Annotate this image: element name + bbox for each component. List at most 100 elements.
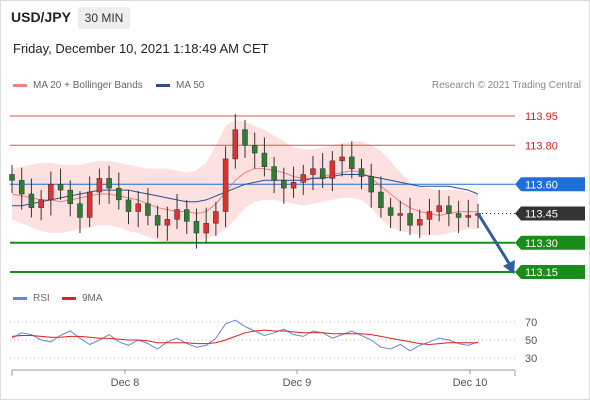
level-label-113.80: 113.80 [525,140,558,152]
candle-body [368,176,374,193]
level-label-113.15: 113.15 [525,267,558,279]
candle [125,190,132,225]
candle [18,167,25,210]
candle-body [271,166,277,181]
candle [261,137,268,177]
candle [368,163,374,208]
legend-rsi-label: RSI [33,293,50,304]
candle-body [465,215,472,218]
candle [378,176,384,218]
candle-body [358,168,365,177]
candle-body [242,129,248,146]
candle [349,141,355,179]
candle [417,209,423,238]
level-label-113.60: 113.60 [525,179,558,191]
candle-body [251,145,258,154]
legend-rsi: RSI [13,293,50,304]
candle-body [232,129,239,160]
legend-rsi-ma: 9MA [62,293,103,304]
candle [251,132,258,169]
candle [446,195,452,227]
candle [184,199,190,234]
candle-body [203,223,209,234]
legend-ma50-label: MA 50 [176,80,205,91]
projection-arrow-head [503,260,515,274]
candle-body [222,158,229,212]
candle [28,178,35,218]
candle-body [77,203,83,218]
candle-body [446,205,452,214]
candle [154,205,161,238]
candle-body [339,156,345,162]
level-tag-113.45 [515,206,585,221]
candle [222,146,229,228]
candle-body [125,199,132,212]
candle-body [407,213,413,226]
candle [135,191,141,228]
candle [203,207,209,243]
candle [193,208,200,249]
candle-body [213,211,219,224]
candle-body [387,207,394,216]
candle [271,156,277,194]
candle-body [96,178,103,193]
candle [455,200,462,233]
candle [174,194,180,230]
legend-ma20: MA 20 + Bollinger Bands [13,80,143,91]
level-tag-113.30 [515,235,585,250]
candle-body [261,152,268,167]
candle-body [329,160,336,179]
candle [242,119,248,158]
candle-body [397,213,404,216]
legend-ma20-label: MA 20 + Bollinger Bands [33,80,143,91]
candle [339,144,345,177]
candle-body [426,211,433,220]
candle [213,201,219,236]
candle [407,197,413,235]
candle-body [57,184,64,191]
candle [48,171,54,216]
candle-body [193,221,200,234]
rsi-line [11,319,479,352]
candle-body [86,191,93,218]
candle-body [300,174,306,183]
candle-body [174,209,180,220]
level-label-113.95: 113.95 [525,111,558,123]
candle-body [310,168,316,175]
candle [310,155,316,191]
candle-body [417,219,423,226]
candle-body [319,168,326,179]
candle-body [290,182,297,189]
candle [57,168,64,200]
candle [290,166,297,198]
candle-body [455,213,462,218]
candle [329,151,336,192]
candle-body [116,187,122,201]
candle [145,188,151,226]
legend-ma50: MA 50 [156,80,204,91]
candle [164,206,171,241]
candle [38,190,44,221]
rsi-ma-line [11,329,478,346]
candle-body [349,156,355,169]
candle [281,167,287,204]
timeframe-badge[interactable]: 30 MIN [78,7,130,29]
projection-arrow-line [476,212,514,269]
ma50-swatch [156,83,170,87]
ma20-swatch [13,83,27,87]
x-tick-label: Dec 8 [111,377,140,389]
candle-body [145,203,151,216]
candle [465,199,472,228]
candle [319,153,326,189]
candle [77,191,83,233]
candle [358,158,365,190]
rsi-ma-swatch [62,296,76,300]
candle-body [378,191,384,208]
candle [426,198,433,235]
candle-body [164,219,171,226]
candle-body [67,189,73,205]
level-tag-113.60 [515,177,585,192]
candle [232,114,239,169]
x-tick-label: Dec 9 [283,377,312,389]
